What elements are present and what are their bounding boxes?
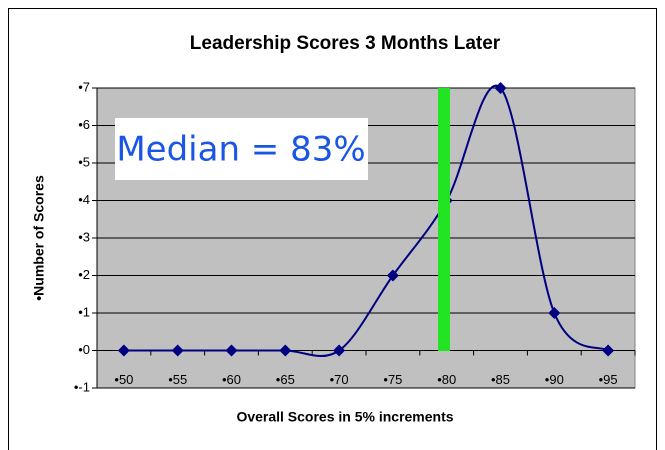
y-tick-label: •1: [78, 304, 90, 319]
y-tick-label: •4: [78, 192, 90, 207]
x-tick-label: •85: [491, 372, 510, 387]
x-tick-label: •55: [168, 372, 187, 387]
y-tick-label: •6: [78, 117, 90, 132]
annotation: Median = 83%: [116, 130, 365, 170]
point: [333, 344, 346, 357]
point: [548, 307, 561, 319]
x-tick-label: •90: [545, 372, 564, 387]
median-line: [438, 88, 450, 351]
chart-title: Leadership Scores 3 Months Later: [190, 33, 501, 54]
y-tick-label: •-1: [74, 379, 90, 394]
point: [386, 269, 399, 282]
x-axis-label: Overall Scores in 5% increments: [236, 409, 453, 425]
point: [602, 344, 615, 357]
x-tick-label: •70: [330, 372, 349, 387]
y-tick-label: •7: [78, 79, 90, 94]
y-tick-label: •5: [78, 154, 90, 169]
x-tick-label: •80: [437, 372, 456, 387]
point: [225, 344, 238, 357]
x-tick-label: •50: [114, 372, 133, 387]
point: [494, 82, 507, 94]
x-tick-label: •60: [222, 372, 241, 387]
point: [171, 344, 184, 357]
point: [279, 344, 292, 357]
y-tick-label: •0: [78, 342, 90, 357]
point: [117, 344, 130, 357]
annotation-box: [115, 118, 368, 180]
y-tick-label: •3: [78, 229, 90, 244]
y-tick-label: •2: [78, 267, 90, 282]
y-axis-label: •Number of Scores: [31, 175, 47, 301]
x-tick-label: •75: [383, 372, 402, 387]
x-tick-label: •65: [276, 372, 295, 387]
x-tick-label: •95: [599, 372, 618, 387]
